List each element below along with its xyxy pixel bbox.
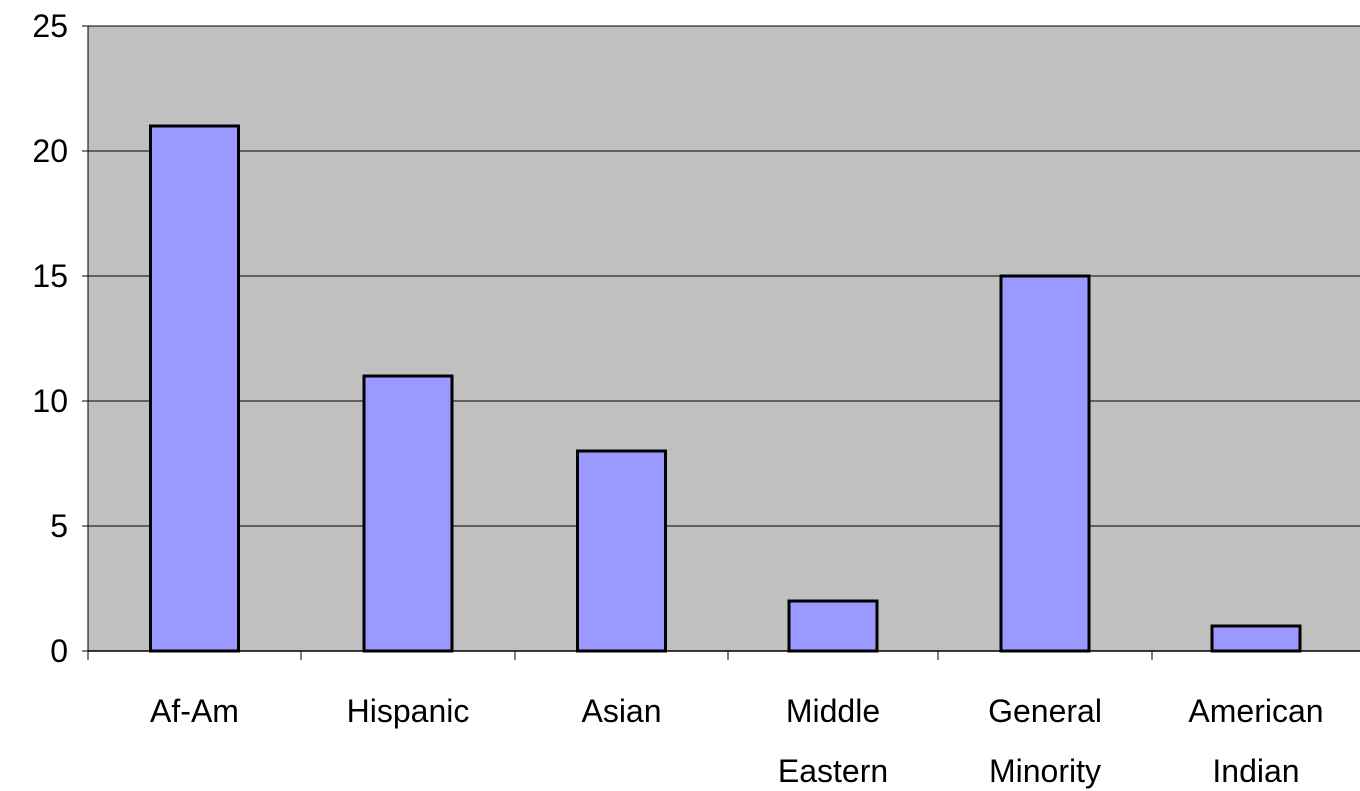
x-tick-label: American Indian [1188,693,1323,789]
x-tick-label-line: Asian [581,693,661,729]
bar [787,599,879,653]
y-tick-labels: 0 5 10 15 20 25 [32,8,68,669]
y-tick-label: 5 [50,508,68,544]
x-tick-label-line: Indian [1212,753,1299,789]
x-tick-labels: Af-Am Hispanic Asian Middle Eastern General Mi… [150,693,1324,789]
bar [576,449,667,653]
x-tick-label: Middle Eastern [778,693,888,789]
y-tick-label: 20 [32,133,68,169]
x-tick-label-line: American [1188,693,1323,729]
bar [999,274,1091,653]
x-tick-label-line: Middle [786,693,880,729]
bar [1210,624,1302,653]
x-tick-label: Hispanic [347,693,470,729]
bar [149,124,240,653]
y-tick-label: 0 [50,633,68,669]
x-tick-label-line: General [988,693,1102,729]
x-tick-label-line: Af-Am [150,693,239,729]
y-tick-label: 15 [32,258,68,294]
plot-area [88,26,1360,651]
x-tick-label: General Minority [988,693,1102,789]
x-tick-label: Asian [581,693,661,729]
y-tick-label: 25 [32,8,68,44]
y-tick-label: 10 [32,383,68,419]
x-tick-label: Af-Am [150,693,239,729]
x-tick-label-line: Eastern [778,753,888,789]
bars [149,124,1302,653]
axes [82,25,1360,660]
bar [362,374,454,653]
x-tick-label-line: Minority [989,753,1101,789]
x-tick-label-line: Hispanic [347,693,470,729]
